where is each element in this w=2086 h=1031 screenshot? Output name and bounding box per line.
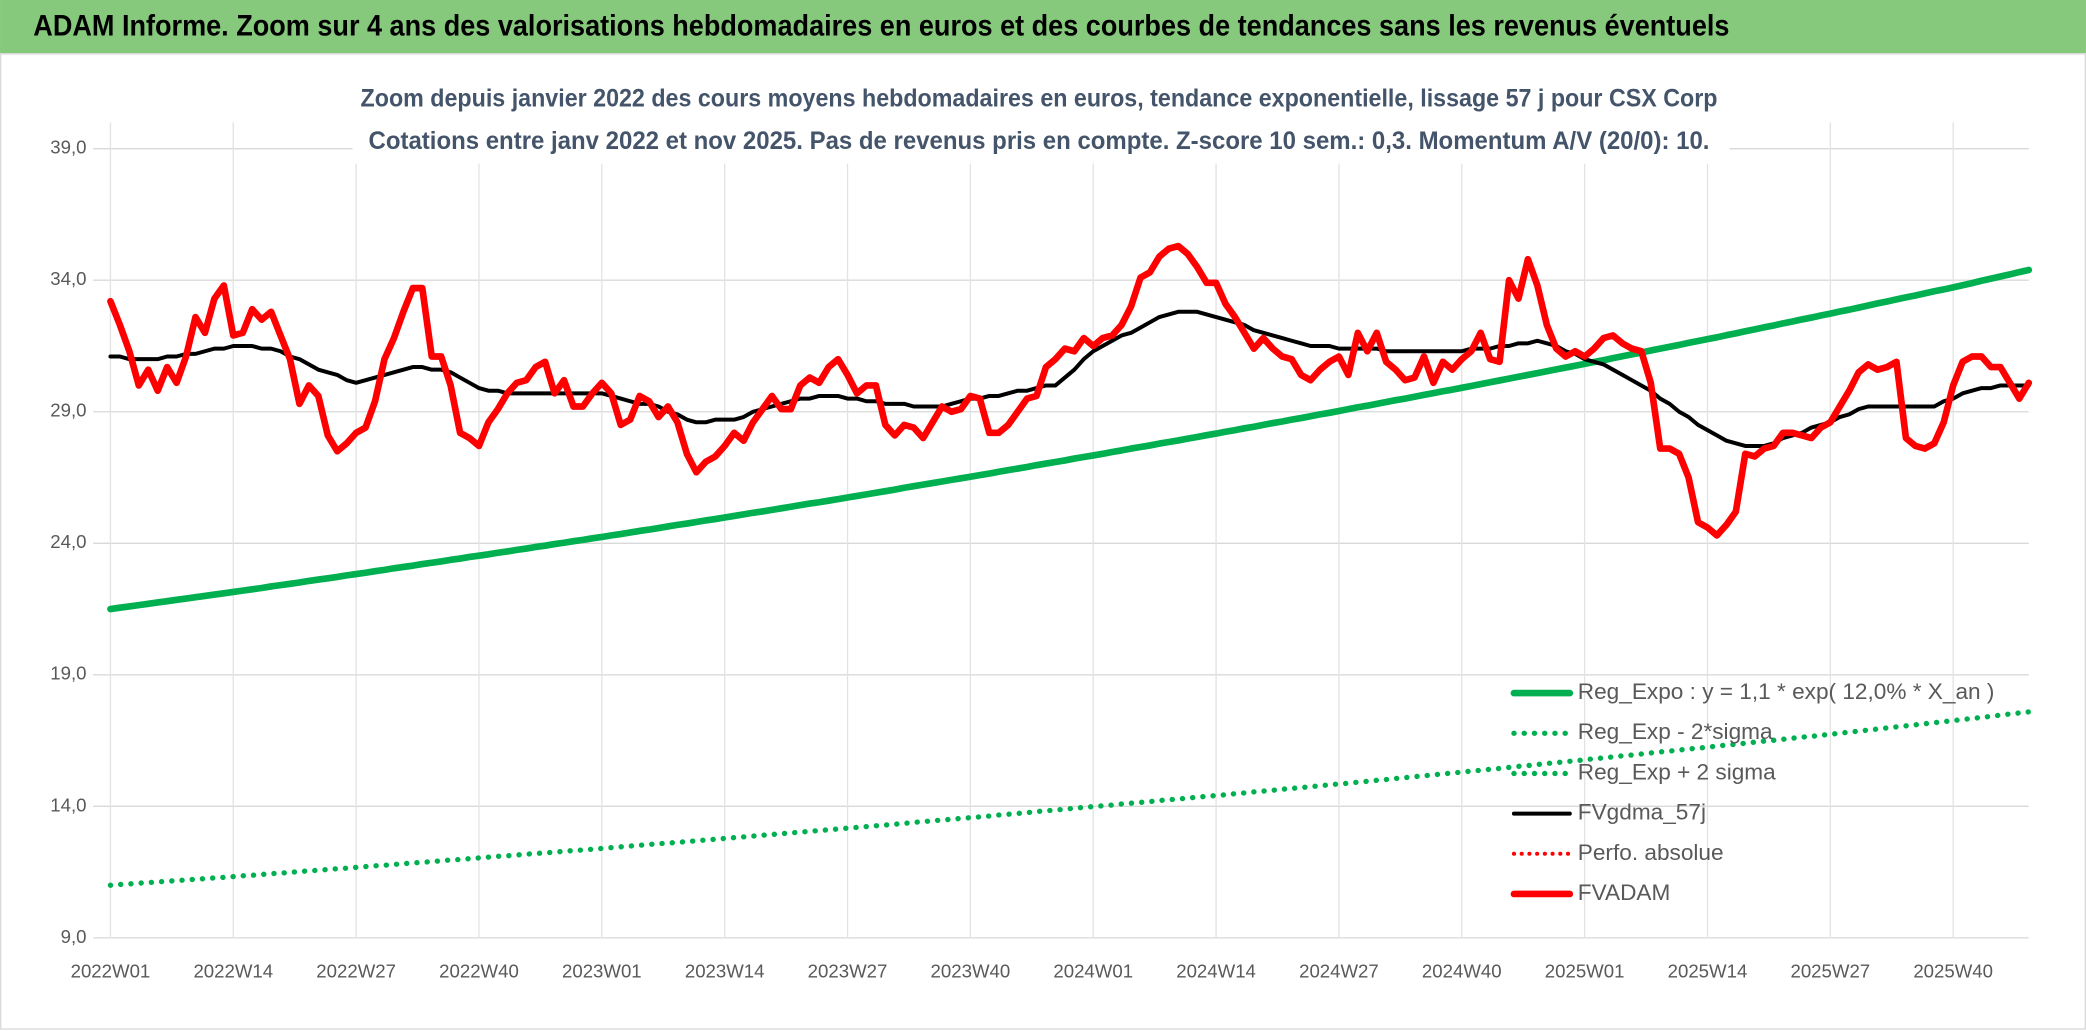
subtitle-line: Zoom depuis janvier 2022 des cours moyen… xyxy=(361,84,1718,112)
title-banner xyxy=(0,0,2086,54)
x-tick-label: 2024W40 xyxy=(1422,960,1502,981)
x-tick-label: 2023W01 xyxy=(562,960,642,981)
series-line xyxy=(107,709,2032,888)
y-tick-label: 34,0 xyxy=(50,268,86,289)
y-tick-label: 9,0 xyxy=(61,926,87,947)
chart-frame xyxy=(0,53,2086,1030)
legend-label: Reg_Exp + 2 sigma xyxy=(1578,759,1776,784)
x-tick-label: 2024W14 xyxy=(1176,960,1256,981)
series-line xyxy=(107,242,2033,539)
x-tick-label: 2023W40 xyxy=(931,960,1011,981)
legend-label: Reg_Exp - 2*sigma xyxy=(1578,719,1773,744)
y-tick-label: 39,0 xyxy=(50,137,86,158)
legend-label: FVADAM xyxy=(1578,880,1671,905)
legend-label: Reg_Expo : y = 1,1 * exp( 12,0% * X_an ) xyxy=(1578,679,1995,704)
x-tick-label: 2025W14 xyxy=(1668,960,1748,981)
x-tick-label: 2024W01 xyxy=(1053,960,1133,981)
x-tick-label: 2022W14 xyxy=(193,960,273,981)
plot-lines xyxy=(107,242,2033,888)
x-tick-label: 2023W14 xyxy=(685,960,765,981)
x-tick-label: 2025W27 xyxy=(1790,960,1870,981)
x-tick-label: 2022W01 xyxy=(71,960,151,981)
chart-title: ADAM Informe. Zoom sur 4 ans des valoris… xyxy=(33,11,1729,43)
y-tick-label: 29,0 xyxy=(50,400,86,421)
series-line xyxy=(107,266,2033,613)
x-tick-label: 2023W27 xyxy=(808,960,888,981)
grid: 9,0 14,0 19,0 24,0 29,0 34,0 39,0 2022W01 2022W1… xyxy=(50,122,2029,981)
legend-label: FVgdma_57j xyxy=(1578,800,1706,825)
y-tick-label: 14,0 xyxy=(50,794,86,815)
x-tick-label: 2025W01 xyxy=(1545,960,1625,981)
subtitle-line: Cotations entre janv 2022 et nov 2025. P… xyxy=(369,127,1710,155)
legend-label: Perfo. absolue xyxy=(1578,840,1724,865)
y-tick-label: 19,0 xyxy=(50,663,86,684)
legend: Reg_Expo : y = 1,1 * exp( 12,0% * X_an )… xyxy=(1510,679,1995,905)
x-tick-label: 2022W27 xyxy=(316,960,396,981)
y-tick-label: 24,0 xyxy=(50,531,86,552)
x-tick-label: 2022W40 xyxy=(439,960,519,981)
subtitle-box xyxy=(352,75,1730,164)
x-tick-label: 2024W27 xyxy=(1299,960,1379,981)
series-line xyxy=(108,309,2031,448)
x-tick-label: 2025W40 xyxy=(1913,960,1993,981)
